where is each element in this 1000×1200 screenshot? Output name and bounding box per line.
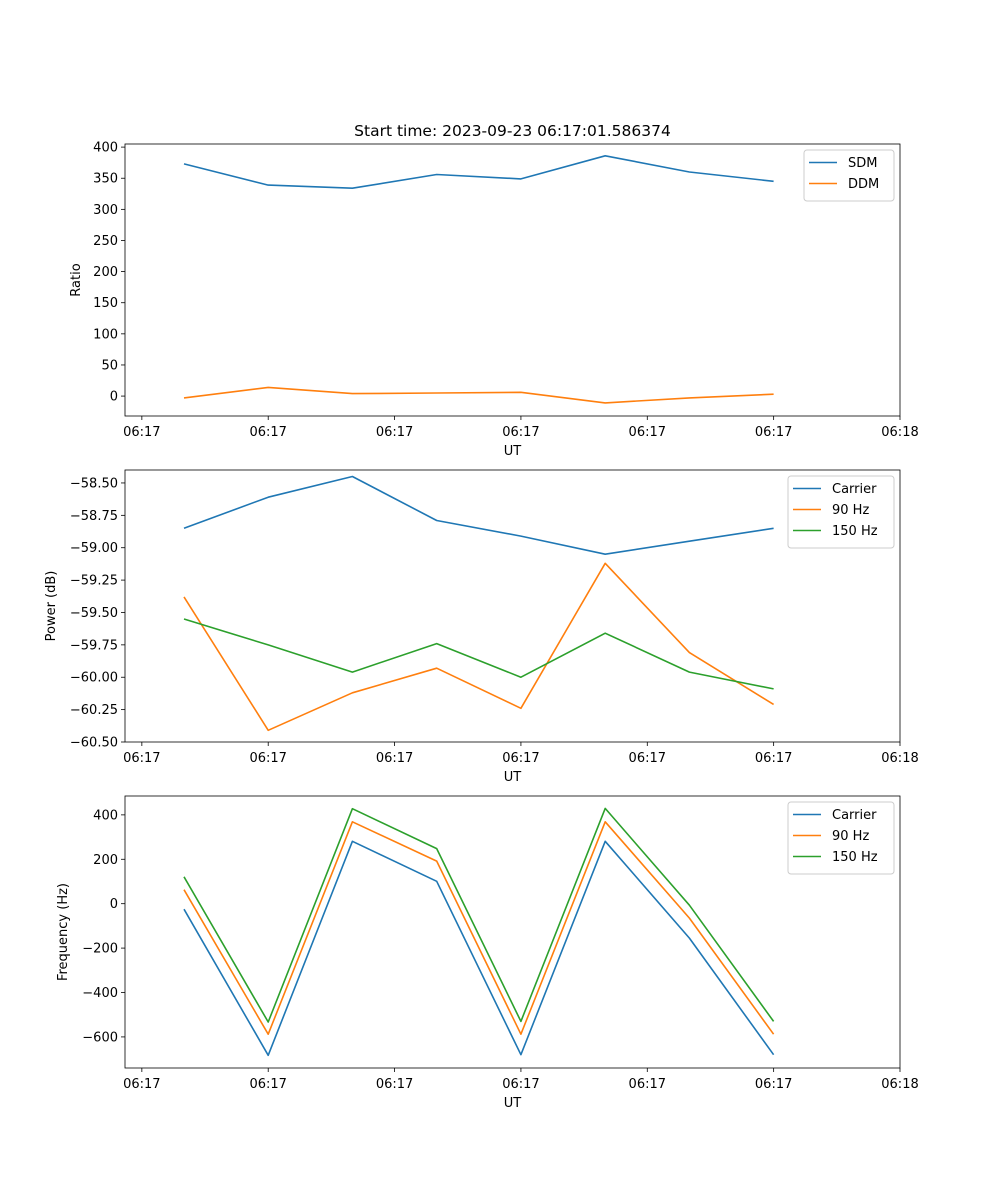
x-axis-label: UT xyxy=(504,1096,522,1111)
y-tick-label: −400 xyxy=(82,986,118,1001)
y-axis-label: Frequency (Hz) xyxy=(56,883,71,981)
axes-frame xyxy=(124,143,901,417)
figure-title: Start time: 2023-09-23 06:17:01.586374 xyxy=(354,122,671,140)
y-tick-label: −59.25 xyxy=(70,574,118,589)
x-tick-label: 06:17 xyxy=(123,425,160,440)
x-tick-label: 06:17 xyxy=(249,425,286,440)
x-tick-label: 06:17 xyxy=(376,425,413,440)
y-tick-label: 50 xyxy=(101,358,118,373)
x-tick-label: 06:17 xyxy=(249,751,286,766)
x-axis-label: UT xyxy=(504,444,522,459)
y-tick-label: −60.50 xyxy=(70,736,118,751)
x-tick-label: 06:17 xyxy=(629,1077,666,1092)
y-tick-label: 300 xyxy=(93,203,118,218)
x-tick-label: 06:18 xyxy=(881,751,918,766)
x-tick-label: 06:17 xyxy=(502,751,539,766)
x-tick-label: 06:17 xyxy=(123,751,160,766)
chart-panel-2: 06:17 06:17 06:17 06:17 06:17 06:17 06:18 −60.5… xyxy=(44,469,919,785)
y-tick-label: 350 xyxy=(93,172,118,187)
legend-label: SDM xyxy=(848,156,877,171)
x-tick-label: 06:17 xyxy=(502,425,539,440)
legend: Carrier 90 Hz 150 Hz xyxy=(787,475,895,549)
y-tick-label: 400 xyxy=(93,141,118,156)
y-axis-label: Ratio xyxy=(69,263,84,296)
y-axis-label: Power (dB) xyxy=(44,571,59,642)
y-tick-label: −60.00 xyxy=(70,671,118,686)
y-tick-label: 250 xyxy=(93,234,118,249)
y-tick-label: −58.75 xyxy=(70,509,118,524)
y-tick-label: −59.75 xyxy=(70,638,118,653)
x-tick-label: 06:17 xyxy=(376,751,413,766)
y-tick-label: −600 xyxy=(82,1030,118,1045)
y-tick-label: −59.50 xyxy=(70,606,118,621)
legend-label: 90 Hz xyxy=(832,503,869,518)
y-tick-label: 400 xyxy=(93,808,118,823)
legend-label: 150 Hz xyxy=(832,850,878,865)
axes-frame xyxy=(124,795,901,1069)
series-line-carrier xyxy=(183,840,775,1057)
series-line-90-hz xyxy=(183,562,775,732)
chart-panel-1: 06:17 06:17 06:17 06:17 06:17 06:17 06:18 0 50 10… xyxy=(69,141,919,459)
legend: Carrier 90 Hz 150 Hz xyxy=(787,801,895,875)
x-tick-label: 06:17 xyxy=(123,1077,160,1092)
x-tick-label: 06:17 xyxy=(629,751,666,766)
x-tick-label: 06:17 xyxy=(755,1077,792,1092)
y-tick-label: 0 xyxy=(110,897,118,912)
axes-frame xyxy=(124,469,901,743)
series-line-ddm xyxy=(183,386,774,404)
legend-label: Carrier xyxy=(832,482,877,497)
x-tick-label: 06:17 xyxy=(629,425,666,440)
legend-label: Carrier xyxy=(832,808,877,823)
chart-panel-3: 06:17 06:17 06:17 06:17 06:17 06:17 06:18 −600 −… xyxy=(56,795,919,1111)
series-line-carrier xyxy=(183,475,774,556)
y-tick-label: −60.25 xyxy=(70,703,118,718)
x-tick-label: 06:18 xyxy=(881,1077,918,1092)
y-tick-label: 200 xyxy=(93,853,118,868)
y-tick-label: 150 xyxy=(93,296,118,311)
y-tick-label: 200 xyxy=(93,265,118,280)
x-tick-label: 06:17 xyxy=(755,425,792,440)
x-tick-label: 06:17 xyxy=(502,1077,539,1092)
legend-label: DDM xyxy=(848,177,879,192)
series-line-150-hz xyxy=(183,618,774,690)
y-tick-label: 100 xyxy=(93,327,118,342)
legend: SDM DDM xyxy=(803,149,895,202)
y-tick-label: −59.00 xyxy=(70,541,118,556)
x-tick-label: 06:17 xyxy=(249,1077,286,1092)
series-line-sdm xyxy=(183,155,774,189)
x-tick-label: 06:17 xyxy=(376,1077,413,1092)
series-line-150-hz xyxy=(183,807,775,1023)
series-line-90-hz xyxy=(183,820,775,1035)
x-axis-label: UT xyxy=(504,770,522,785)
x-tick-label: 06:18 xyxy=(881,425,918,440)
y-tick-label: −200 xyxy=(82,942,118,957)
y-tick-label: 0 xyxy=(110,390,118,405)
x-tick-label: 06:17 xyxy=(755,751,792,766)
legend-label: 150 Hz xyxy=(832,524,878,539)
y-tick-label: −58.50 xyxy=(70,476,118,491)
legend-label: 90 Hz xyxy=(832,829,869,844)
